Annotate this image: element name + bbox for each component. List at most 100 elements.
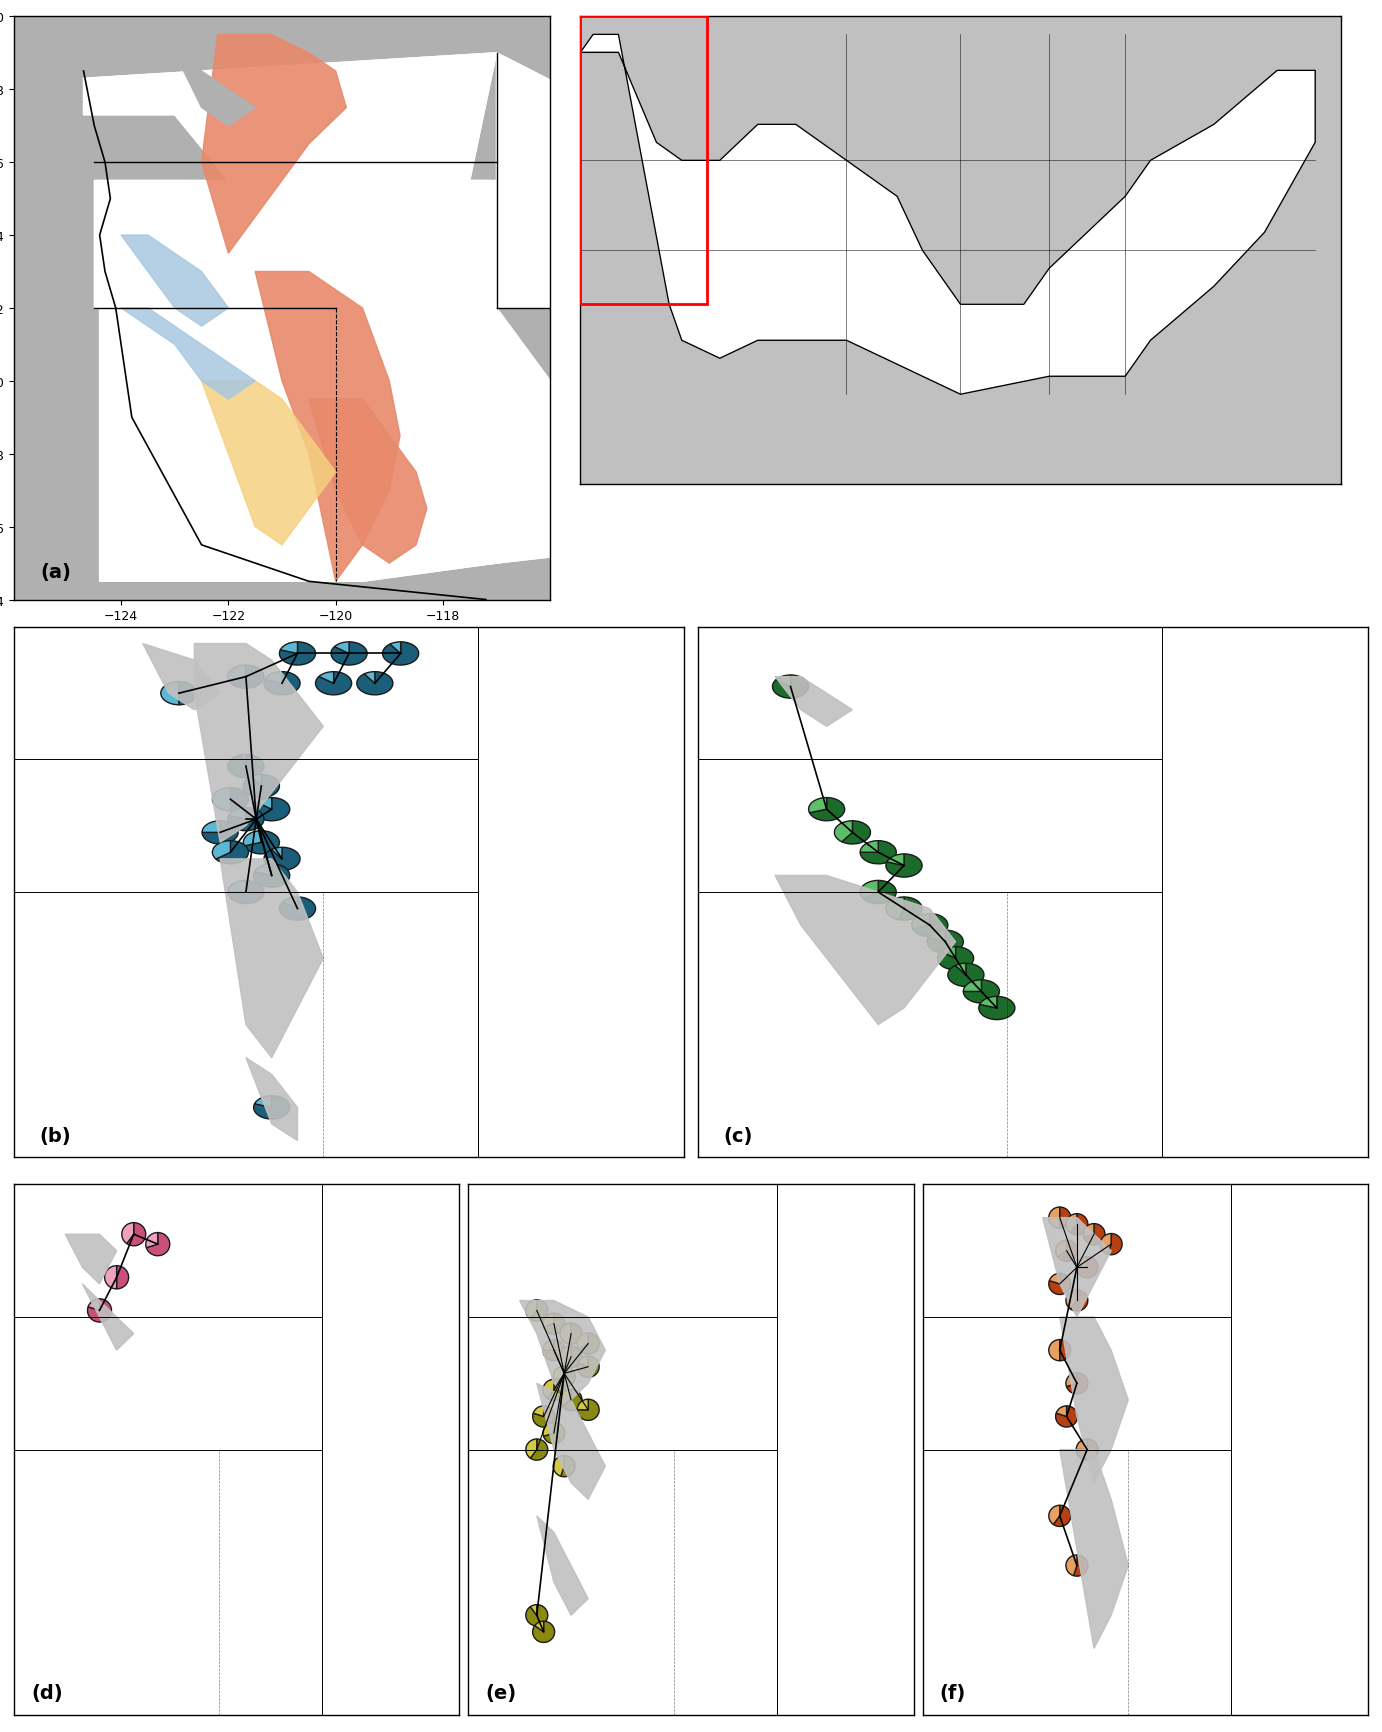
Wedge shape [554,1367,575,1387]
Wedge shape [860,882,878,899]
Wedge shape [365,672,375,684]
Wedge shape [948,963,984,987]
Text: (b): (b) [40,1126,72,1145]
Wedge shape [213,788,231,811]
Wedge shape [1083,1225,1106,1245]
Wedge shape [773,675,808,698]
Polygon shape [1042,1218,1111,1318]
Wedge shape [254,864,290,887]
Wedge shape [561,1455,575,1477]
Wedge shape [127,1223,145,1245]
Wedge shape [250,774,261,786]
Text: (c): (c) [724,1126,753,1145]
Wedge shape [886,854,922,878]
Wedge shape [978,998,1014,1020]
Wedge shape [229,665,264,689]
Wedge shape [319,672,333,684]
Wedge shape [279,643,315,665]
Polygon shape [336,308,658,582]
Wedge shape [105,1266,116,1289]
Wedge shape [532,1621,554,1642]
Wedge shape [1053,1505,1071,1526]
Wedge shape [568,1346,582,1368]
Wedge shape [531,1439,547,1460]
Wedge shape [929,930,945,942]
Wedge shape [560,1346,571,1367]
Wedge shape [383,643,419,665]
Wedge shape [1067,1373,1088,1394]
Wedge shape [1100,1233,1111,1254]
Polygon shape [122,308,256,400]
Wedge shape [116,1266,129,1289]
Wedge shape [525,1301,536,1320]
Text: (d): (d) [30,1684,62,1703]
Wedge shape [1077,1439,1088,1450]
Wedge shape [245,831,279,854]
Polygon shape [308,400,427,563]
Wedge shape [1066,1555,1077,1576]
Wedge shape [543,1379,554,1399]
Wedge shape [145,1233,158,1249]
Wedge shape [543,1313,554,1327]
Wedge shape [240,755,246,767]
Polygon shape [100,308,630,582]
Wedge shape [571,1323,582,1344]
Wedge shape [980,998,996,1008]
Wedge shape [1049,1207,1060,1228]
Wedge shape [264,672,300,696]
Polygon shape [94,182,496,308]
Wedge shape [578,1356,600,1377]
Wedge shape [860,842,897,864]
Wedge shape [146,1233,170,1256]
Wedge shape [228,882,246,892]
Wedge shape [265,672,282,684]
X-axis label: Longitude: Longitude [239,629,325,643]
Wedge shape [543,1341,554,1351]
Wedge shape [543,1313,565,1334]
Text: (f): (f) [940,1684,966,1703]
Wedge shape [532,1406,554,1427]
Polygon shape [100,308,630,582]
Wedge shape [547,1379,565,1401]
Wedge shape [1077,1439,1099,1460]
Wedge shape [334,643,350,655]
Wedge shape [912,914,948,937]
Wedge shape [864,882,897,904]
Wedge shape [1108,1233,1122,1256]
Wedge shape [553,1367,564,1380]
Wedge shape [228,665,246,681]
Wedge shape [202,821,220,833]
Wedge shape [835,821,853,842]
Wedge shape [283,897,297,909]
Polygon shape [580,35,1316,395]
Wedge shape [254,864,272,876]
Wedge shape [963,980,981,992]
Wedge shape [898,897,922,921]
Wedge shape [560,1323,571,1344]
Wedge shape [315,672,351,696]
Wedge shape [775,675,791,688]
Wedge shape [122,1223,134,1244]
Wedge shape [525,1606,547,1626]
Wedge shape [202,821,238,845]
Wedge shape [87,1299,112,1322]
Polygon shape [202,381,336,546]
Polygon shape [83,54,496,182]
Wedge shape [254,1096,272,1108]
Wedge shape [257,798,272,809]
Wedge shape [578,1356,589,1367]
Wedge shape [531,1606,536,1616]
Wedge shape [937,947,974,970]
Polygon shape [122,236,228,327]
Wedge shape [1083,1225,1095,1238]
Wedge shape [560,1389,571,1406]
Wedge shape [533,1406,543,1417]
Wedge shape [1060,1207,1071,1228]
Wedge shape [543,1341,565,1361]
Wedge shape [178,682,196,705]
Polygon shape [496,54,818,308]
Wedge shape [1071,1214,1088,1235]
Wedge shape [842,821,871,845]
Polygon shape [775,677,853,727]
Polygon shape [142,644,220,710]
